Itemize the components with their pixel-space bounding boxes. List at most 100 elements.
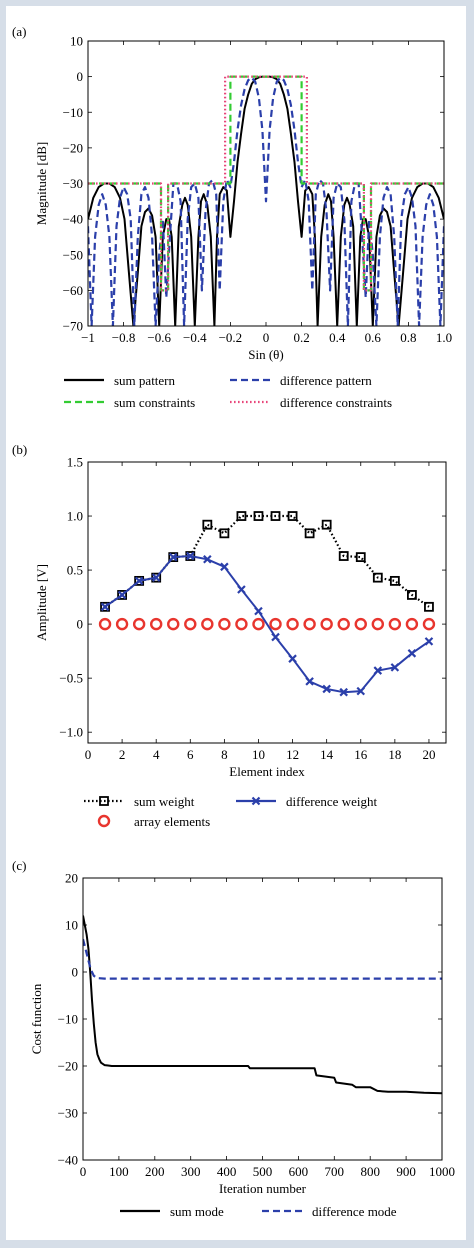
y-tick-label: 0 [77,617,84,632]
y-axis-label: Amplitude [V] [34,564,49,641]
y-tick-label: 1.5 [67,455,83,470]
x-tick-label: 0.8 [400,330,416,345]
x-tick-label: 12 [286,747,299,762]
data-point [287,511,298,521]
y-tick-label: −40 [58,1153,78,1168]
data-point [390,663,400,672]
data-point [355,552,366,563]
plot-frame [87,40,445,327]
legend-item: difference constraints [230,395,392,410]
series-difference-weight [100,551,434,697]
legend: sum mode difference mode [120,1204,397,1219]
plot-frame [87,461,447,744]
data-point [271,632,280,642]
data-point [237,585,246,594]
legend: sum weight difference weight array element… [84,794,377,829]
y-tick-label: −10 [63,105,83,120]
data-point [320,617,333,631]
x-tick-label: 100 [109,1164,129,1179]
plot-area [98,511,436,697]
data-point [321,519,332,530]
x-tick-label: 900 [396,1164,416,1179]
plot-area [88,75,444,326]
data-point [186,551,195,561]
data-point [149,617,163,631]
data-point [219,528,230,539]
y-tick-label: −20 [58,1059,78,1074]
data-point [235,617,248,631]
figure-svg: −1 −0.8 −0.6 −0.4 −0.2 0 0.2 0.4 0.6 0.8 1.0100−10… [12,24,455,1220]
y-tick-label: −30 [58,1106,78,1121]
y-tick-label: −40 [63,212,83,227]
data-point [388,617,402,631]
data-point [184,617,197,631]
data-point [303,617,316,631]
x-tick-label: 4 [153,747,160,762]
data-point [354,617,367,631]
data-point [201,617,214,631]
x-tick-label: −0.4 [183,330,207,345]
legend-marker [97,814,111,828]
y-tick-label: 10 [70,34,83,49]
data-point [117,590,127,600]
legend-label: difference pattern [280,373,372,388]
data-point [220,562,229,572]
y-tick-label: −10 [58,1012,78,1027]
chart-3: 0 100 200 300 400 500 600 700 800 900 100020100−10… [29,871,455,1220]
series-line [104,514,430,608]
data-point [407,649,417,658]
legend-item: sum mode [120,1204,224,1219]
data-point [218,617,231,631]
legend-label: difference mode [312,1204,397,1219]
data-point [407,590,417,600]
y-tick-label: −70 [63,319,83,334]
series-sum-mode [83,915,442,1095]
legend: sum pattern difference pattern sum constra… [64,373,392,410]
legend-item: difference pattern [230,373,372,388]
data-point [134,576,144,586]
x-axis-label: Sin (θ) [248,347,283,362]
data-point [373,666,383,675]
data-point [151,573,161,582]
series-array-elements [98,617,436,631]
data-point [254,606,263,616]
x-tick-label: 0.6 [365,330,382,345]
x-tick-label: 0 [80,1164,87,1179]
x-tick-label: 300 [181,1164,201,1179]
legend-marker [99,796,109,806]
series-line [88,75,444,292]
legend-label: sum constraints [114,395,195,410]
chart-2: 0 2 4 6 8 10 12 14 16 18 20 1.5 1.0 0.5 0 −0.5 −1.0 Eleme… [34,455,447,829]
y-tick-label: −1.0 [59,725,83,740]
legend-label: sum mode [170,1204,224,1219]
data-point [372,572,383,583]
legend-item: sum weight [84,794,195,809]
y-tick-label: −30 [63,176,83,191]
series-sum-weight [100,511,434,612]
series-line [88,76,444,326]
data-point [115,617,129,631]
x-tick-label: 0 [263,330,270,345]
x-tick-label: 14 [320,747,334,762]
legend-item: array elements [97,814,210,829]
legend-label: difference constraints [280,395,392,410]
x-tick-label: 0 [85,747,92,762]
x-tick-label: 2 [119,747,126,762]
data-point [117,590,127,600]
data-point [338,551,349,561]
x-tick-label: 500 [253,1164,273,1179]
data-point [167,617,180,631]
legend-label: array elements [134,814,210,829]
y-tick-label: 20 [65,871,78,886]
x-tick-label: 6 [187,747,194,762]
data-point [236,511,247,521]
data-point [168,552,178,562]
data-point [356,686,366,696]
data-point [203,554,212,564]
x-tick-label: 0.2 [293,330,309,345]
y-tick-label: −0.5 [59,671,83,686]
legend-marker [251,796,261,806]
x-tick-label: 0.4 [329,330,346,345]
y-axis-label: Magnitude [dB] [34,142,49,225]
y-tick-label: 0 [77,69,84,84]
